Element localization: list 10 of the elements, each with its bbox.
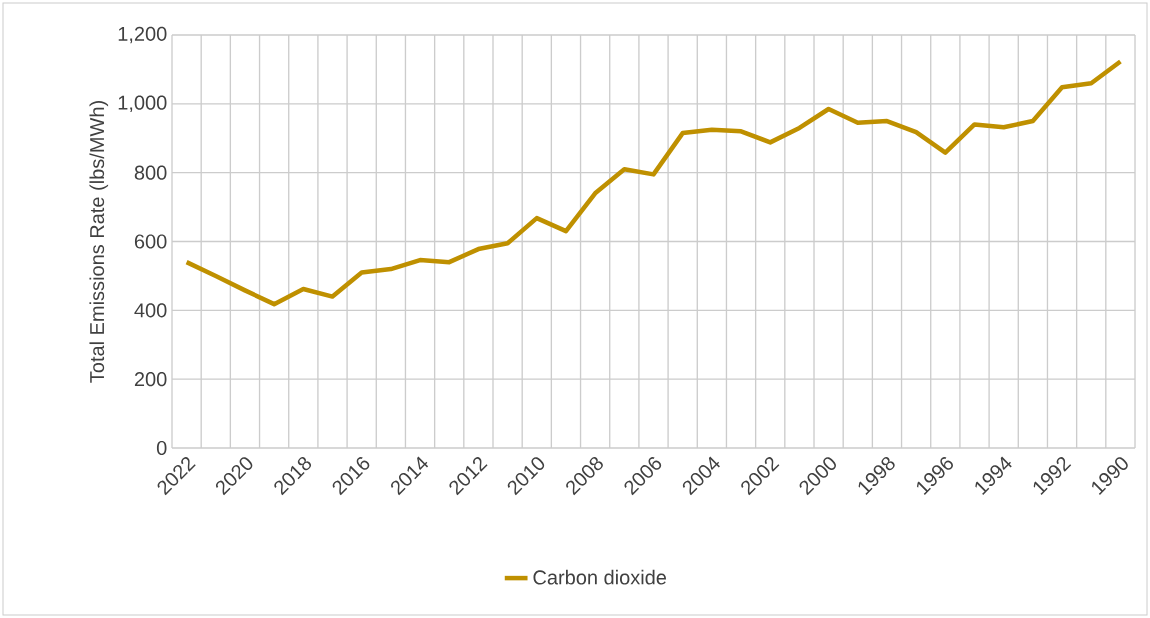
y-tick-label: 600 xyxy=(134,234,167,249)
y-tick-label: 1,200 xyxy=(118,26,167,44)
y-tick-label: 1,000 xyxy=(118,95,167,113)
y-tick-label: 800 xyxy=(134,165,167,180)
legend-label: Carbon dioxide xyxy=(533,569,667,585)
y-tick-label: 200 xyxy=(134,372,167,387)
y-axis-title: Total Emissions Rate (lbs/MWh) xyxy=(89,101,109,383)
y-tick-label: 400 xyxy=(134,303,167,318)
y-tick-label: 0 xyxy=(156,440,167,456)
line-series xyxy=(184,59,1123,307)
